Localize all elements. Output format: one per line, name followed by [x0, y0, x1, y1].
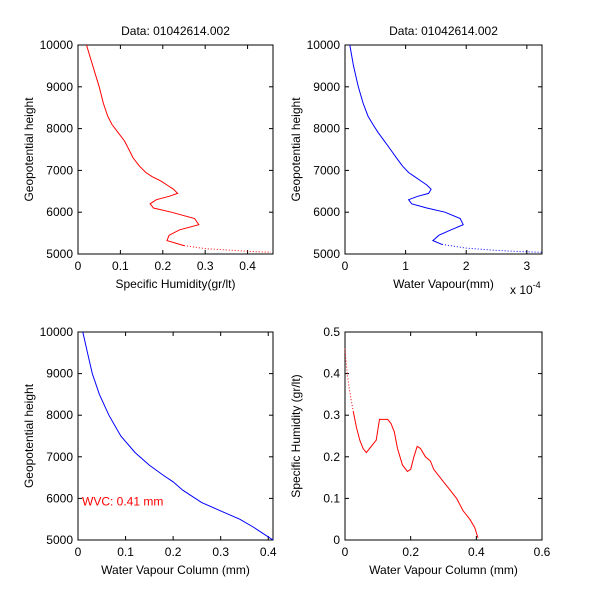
y-tick-label: 10000 — [40, 325, 74, 339]
y-tick-label: 10000 — [40, 38, 74, 52]
y-tick-label: 0.1 — [323, 491, 340, 505]
y-tick-label: 5000 — [46, 533, 73, 547]
y-tick-label: 8000 — [46, 122, 73, 136]
y-tick-label: 6000 — [313, 205, 340, 219]
plot-frame — [77, 331, 274, 541]
x-tick-label: 0 — [75, 259, 82, 273]
x-tick-label: 1 — [402, 259, 409, 273]
series-line-1 — [349, 44, 464, 245]
x-axis-label: Water Vapour Column (mm) — [369, 563, 518, 577]
y-tick-label: 7000 — [46, 450, 73, 464]
chart-panel-4: 0 0.2 0.4 0.6 0 0.1 0.2 0.3 0.4 0.5 Water Vapour C… — [289, 325, 551, 577]
plot-frame — [344, 44, 543, 255]
series-line-2 — [441, 243, 543, 253]
chart-panel-1: 0 0.1 0.2 0.3 0.4 5000 6000 7000 8000 9000 10000 Da… — [22, 24, 274, 291]
x-tick-label: 0.4 — [260, 545, 277, 559]
chart-title: Data: 01042614.002 — [121, 24, 230, 38]
x-axis-label: Water Vapour(mm) — [393, 277, 494, 291]
x-tick-label: 0.3 — [212, 545, 229, 559]
y-tick-label: 9000 — [313, 80, 340, 94]
series-line-1 — [86, 44, 200, 247]
wvc-annotation: WVC: 0.41 mm — [82, 494, 163, 508]
x-tick-label: 2 — [463, 259, 470, 273]
x-tick-label: 0.6 — [534, 545, 551, 559]
x-tick-label: 3 — [524, 259, 531, 273]
y-tick-label: 9000 — [46, 367, 73, 381]
series-line-2 — [352, 410, 479, 539]
x-tick-label: 0.2 — [402, 545, 419, 559]
x-tick-label: 0.4 — [239, 259, 256, 273]
y-tick-label: 0.4 — [323, 367, 340, 381]
y-axis-label: Geopotential height — [22, 383, 36, 488]
x-tick-label: 0 — [342, 545, 349, 559]
y-tick-label: 10000 — [307, 38, 341, 52]
series-line-1 — [82, 331, 274, 541]
x-tick-label: 0.2 — [154, 259, 171, 273]
x-tick-label: 0.3 — [197, 259, 214, 273]
x-tick-label: 0 — [75, 545, 82, 559]
y-tick-label: 0.2 — [323, 450, 340, 464]
y-tick-label: 7000 — [46, 163, 73, 177]
x-tick-label: 0.1 — [112, 259, 129, 273]
x-tick-label: 0 — [342, 259, 349, 273]
y-axis-label: Specific Humidity (gr/lt) — [289, 374, 303, 497]
y-axis-label: Geopotential height — [22, 97, 36, 202]
y-tick-label: 5000 — [46, 247, 73, 261]
y-tick-label: 0 — [333, 533, 340, 547]
chart-title: Data: 01042614.002 — [389, 24, 498, 38]
x-axis-label: Specific Humidity(gr/lt) — [115, 277, 235, 291]
chart-panel-2: 0 1 2 3 5000 6000 7000 8000 9000 10000 Data: 01042… — [289, 24, 543, 297]
x-tick-label: 0.4 — [468, 545, 485, 559]
plot-frame — [344, 331, 543, 541]
y-axis-label: Geopotential height — [289, 97, 303, 202]
y-tick-label: 8000 — [313, 122, 340, 136]
x-tick-label: 0.1 — [117, 545, 134, 559]
chart-panel-3: 0 0.1 0.2 0.3 0.4 5000 6000 7000 8000 9000 10000 Wa… — [22, 325, 277, 577]
x-axis-label: Water Vapour Column (mm) — [101, 563, 250, 577]
y-tick-label: 0.3 — [323, 408, 340, 422]
x-axis-multiplier: x 10-4 — [510, 280, 541, 297]
y-tick-label: 6000 — [46, 205, 73, 219]
plot-frame — [77, 44, 274, 255]
y-tick-label: 7000 — [313, 163, 340, 177]
x-tick-label: 0.2 — [165, 545, 182, 559]
y-tick-label: 9000 — [46, 80, 73, 94]
y-tick-label: 8000 — [46, 408, 73, 422]
y-tick-label: 6000 — [46, 491, 73, 505]
y-tick-label: 0.5 — [323, 325, 340, 339]
y-tick-label: 5000 — [313, 247, 340, 261]
